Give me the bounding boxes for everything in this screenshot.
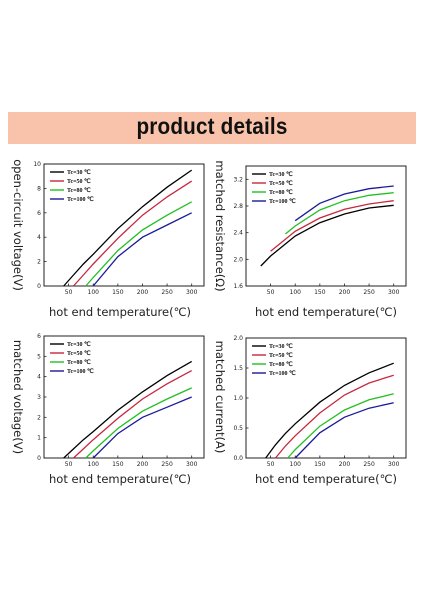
x-tick-label: 300 <box>186 289 198 296</box>
y-tick-label: 5 <box>37 353 41 360</box>
chart-2: 50 100 150 200 250 300 1.6 2.0 2.4 2.8 3.2 hot end … <box>213 160 407 319</box>
x-tick-label: 100 <box>290 289 302 296</box>
x-tick-label: 100 <box>290 461 302 468</box>
legend-entry: Tc=80 ℃ <box>269 189 293 196</box>
y-tick-label: 10 <box>33 161 41 168</box>
series-line-3 <box>284 192 394 235</box>
y-tick-label: 4 <box>37 234 41 241</box>
x-tick-label: 300 <box>388 461 400 468</box>
y-tick-label: 1.5 <box>233 365 243 372</box>
y-tick-label: 1.0 <box>233 395 243 402</box>
series-line-3 <box>85 387 192 459</box>
series-line-3 <box>85 201 193 287</box>
x-tick-label: 200 <box>137 289 149 296</box>
y-tick-label: 0 <box>37 283 41 290</box>
x-tick-label: 50 <box>65 461 73 468</box>
series-line-4 <box>294 185 394 222</box>
x-tick-label: 200 <box>339 289 351 296</box>
y-tick-label: 0 <box>37 455 41 462</box>
y-axis-label: open-circuit voltage(V) <box>11 159 25 291</box>
y-tick-label: 2.8 <box>233 203 243 210</box>
chart-4: 50 100 150 200 250 300 0.0 0.5 1.0 1.5 2.0 hot end … <box>213 335 407 486</box>
legend-entry: Tc=100 ℃ <box>269 198 296 205</box>
y-axis-label: matched resistance(Ω) <box>213 160 227 291</box>
x-tick-label: 150 <box>112 289 124 296</box>
x-tick-label: 150 <box>314 289 326 296</box>
y-tick-label: 6 <box>37 333 41 340</box>
plot-frame <box>245 165 407 287</box>
series-line-2 <box>270 200 394 252</box>
y-tick-label: 2 <box>37 414 41 421</box>
x-tick-label: 150 <box>314 461 326 468</box>
x-tick-label: 100 <box>88 289 100 296</box>
legend-entry: Tc=80 ℃ <box>67 187 91 194</box>
x-axis-label: hot end temperature(℃) <box>49 472 191 486</box>
plot-frame <box>43 163 205 287</box>
x-tick-label: 50 <box>65 289 73 296</box>
series-line-2 <box>73 370 193 459</box>
x-tick-label: 250 <box>161 289 173 296</box>
legend-entry: Tc=30 ℃ <box>67 341 91 348</box>
series-line-2 <box>73 180 193 287</box>
chart-1: 50 100 150 200 250 300 0 2 4 6 8 10 hot end temperat… <box>11 159 205 319</box>
legend-entry: Tc=30 ℃ <box>67 169 91 176</box>
y-tick-label: 8 <box>37 185 41 192</box>
y-axis-label: matched voltage(V) <box>11 340 25 454</box>
y-tick-label: 3.2 <box>233 176 243 183</box>
series-line-1 <box>265 362 394 459</box>
x-tick-label: 150 <box>112 461 124 468</box>
series-line-1 <box>63 169 193 287</box>
legend-entry: Tc=80 ℃ <box>269 361 293 368</box>
x-tick-label: 200 <box>137 461 149 468</box>
y-tick-label: 2 <box>37 259 41 266</box>
y-tick-label: 3 <box>37 394 41 401</box>
legend-entry: Tc=30 ℃ <box>269 343 293 350</box>
series-line-4 <box>92 212 192 287</box>
x-tick-label: 250 <box>161 461 173 468</box>
legend-entry: Tc=30 ℃ <box>269 171 293 178</box>
x-tick-label: 50 <box>267 289 275 296</box>
banner-title: product details <box>136 113 288 139</box>
chart-3: 50 100 150 200 250 300 0 1 2 3 4 5 6 hot end temperat… <box>11 333 205 486</box>
y-tick-label: 1.6 <box>233 283 243 290</box>
x-tick-label: 300 <box>186 461 198 468</box>
product-details-banner: product details <box>8 112 416 144</box>
y-tick-label: 0.0 <box>233 455 243 462</box>
series-line-4 <box>294 402 394 459</box>
x-tick-label: 250 <box>363 461 375 468</box>
x-tick-label: 250 <box>363 289 375 296</box>
y-tick-label: 2.4 <box>233 230 243 237</box>
legend-entry: Tc=80 ℃ <box>67 359 91 366</box>
x-tick-label: 300 <box>388 289 400 296</box>
x-axis-label: hot end temperature(℃) <box>255 305 397 319</box>
legend-entry: Tc=100 ℃ <box>67 196 94 203</box>
legend-entry: Tc=50 ℃ <box>67 350 91 357</box>
x-axis-label: hot end temperature(℃) <box>255 472 397 486</box>
y-tick-label: 2.0 <box>233 335 243 342</box>
series-line-4 <box>92 396 192 459</box>
series-line-1 <box>63 360 193 459</box>
y-tick-label: 2.0 <box>233 256 243 263</box>
x-tick-label: 50 <box>267 461 275 468</box>
y-tick-label: 0.5 <box>233 425 243 432</box>
x-axis-label: hot end temperature(℃) <box>49 305 191 319</box>
x-tick-label: 200 <box>339 461 351 468</box>
series-line-2 <box>274 374 394 459</box>
legend-entry: Tc=50 ℃ <box>269 180 293 187</box>
legend-entry: Tc=50 ℃ <box>269 352 293 359</box>
y-tick-label: 4 <box>37 374 41 381</box>
series-line-3 <box>287 393 394 459</box>
y-tick-label: 1 <box>37 435 41 442</box>
legend-entry: Tc=100 ℃ <box>67 368 94 375</box>
series-line-1 <box>260 204 394 267</box>
legend-entry: Tc=50 ℃ <box>67 178 91 185</box>
legend-entry: Tc=100 ℃ <box>269 370 296 377</box>
y-axis-label: matched current(A) <box>213 341 227 454</box>
y-tick-label: 6 <box>37 210 41 217</box>
x-tick-label: 100 <box>88 461 100 468</box>
